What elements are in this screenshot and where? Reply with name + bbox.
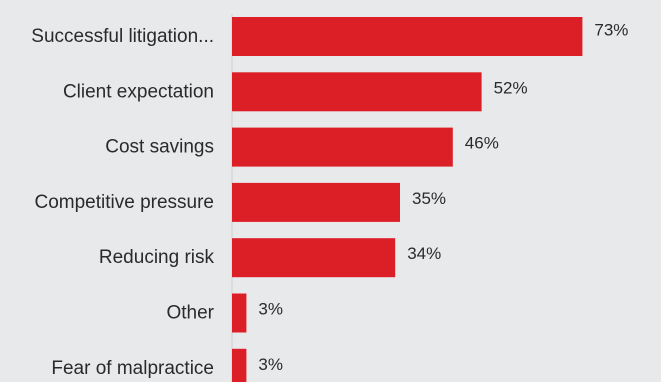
bars-group [232,17,583,382]
bar-successful-litigation [232,17,583,56]
value-labels-group: 73% 52% 46% 35% 34% 3% 3% [258,21,628,374]
category-label-successful-litigation: Successful litigation... [31,26,214,47]
category-label-client-expectation: Client expectation [63,81,214,102]
bar-cost-savings [232,127,453,167]
value-label-successful-litigation: 73% [594,21,628,40]
value-label-reducing-risk: 34% [407,244,441,263]
bar-reducing-risk [232,238,396,278]
value-label-fear-of-malpractice: 3% [258,355,283,374]
category-label-reducing-risk: Reducing risk [99,247,215,268]
value-label-competitive-pressure: 35% [412,189,446,208]
bar-client-expectation [232,72,482,112]
category-label-other: Other [166,303,214,324]
category-labels-group: Successful litigation... Client expectati… [31,26,214,379]
value-label-other: 3% [258,300,283,319]
category-label-cost-savings: Cost savings [105,137,214,158]
bar-other [232,293,247,333]
category-label-competitive-pressure: Competitive pressure [34,192,214,213]
value-label-cost-savings: 46% [465,134,499,153]
category-label-fear-of-malpractice: Fear of malpractice [51,358,214,379]
bar-fear-of-malpractice [232,348,247,382]
value-label-client-expectation: 52% [494,78,528,97]
bar-competitive-pressure [232,182,400,222]
